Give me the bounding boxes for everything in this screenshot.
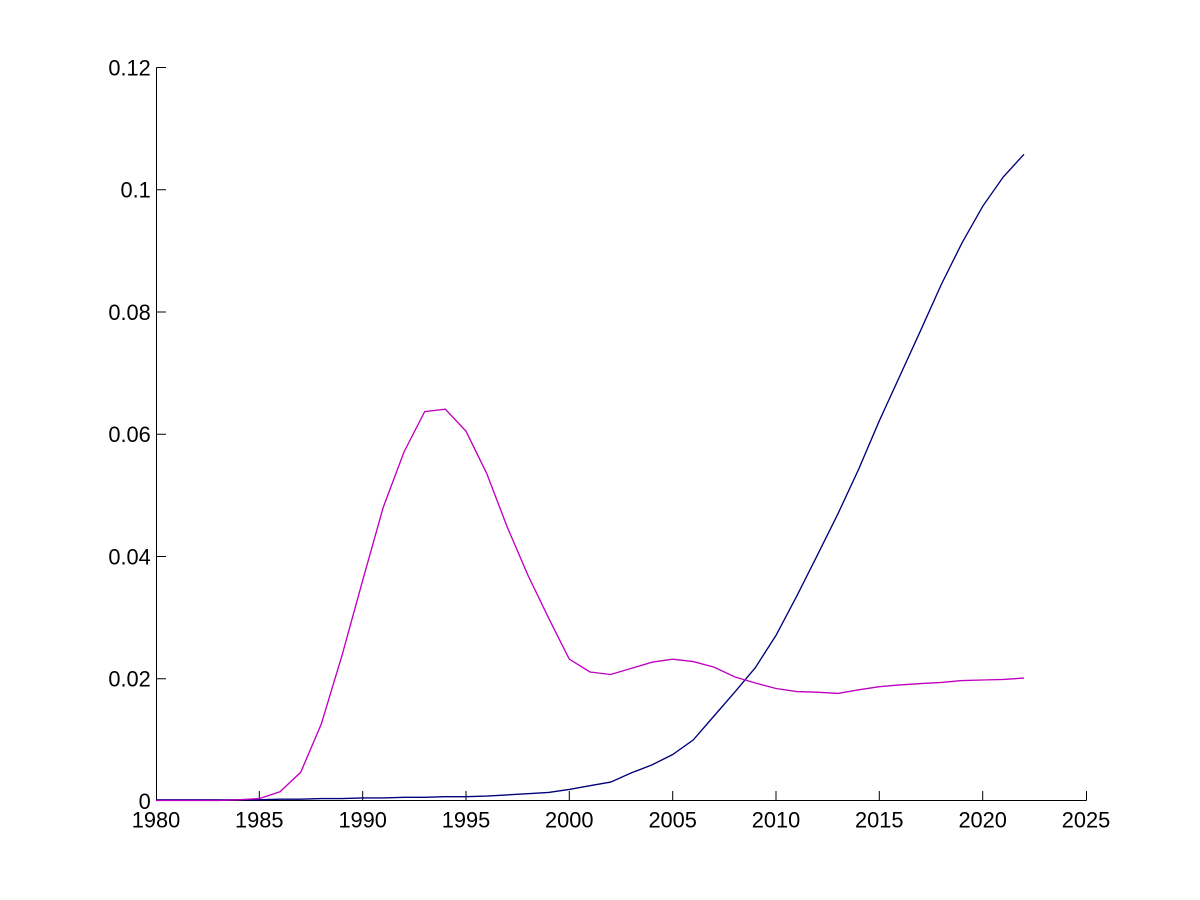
svg-text:1985: 1985 [235,808,284,833]
svg-text:2015: 2015 [855,808,904,833]
svg-text:1995: 1995 [442,808,491,833]
svg-text:2000: 2000 [545,808,594,833]
svg-text:0: 0 [139,789,151,814]
svg-text:0.08: 0.08 [108,300,150,325]
svg-text:0.06: 0.06 [108,422,150,447]
svg-text:1980: 1980 [132,808,181,833]
svg-text:1990: 1990 [338,808,387,833]
svg-text:0.02: 0.02 [108,667,150,692]
svg-text:0.1: 0.1 [120,178,150,203]
svg-text:0.04: 0.04 [108,544,150,569]
svg-text:2020: 2020 [958,808,1007,833]
svg-text:2010: 2010 [752,808,801,833]
svg-text:2005: 2005 [648,808,697,833]
svg-text:0.12: 0.12 [108,55,150,80]
svg-text:2025: 2025 [1062,808,1111,833]
